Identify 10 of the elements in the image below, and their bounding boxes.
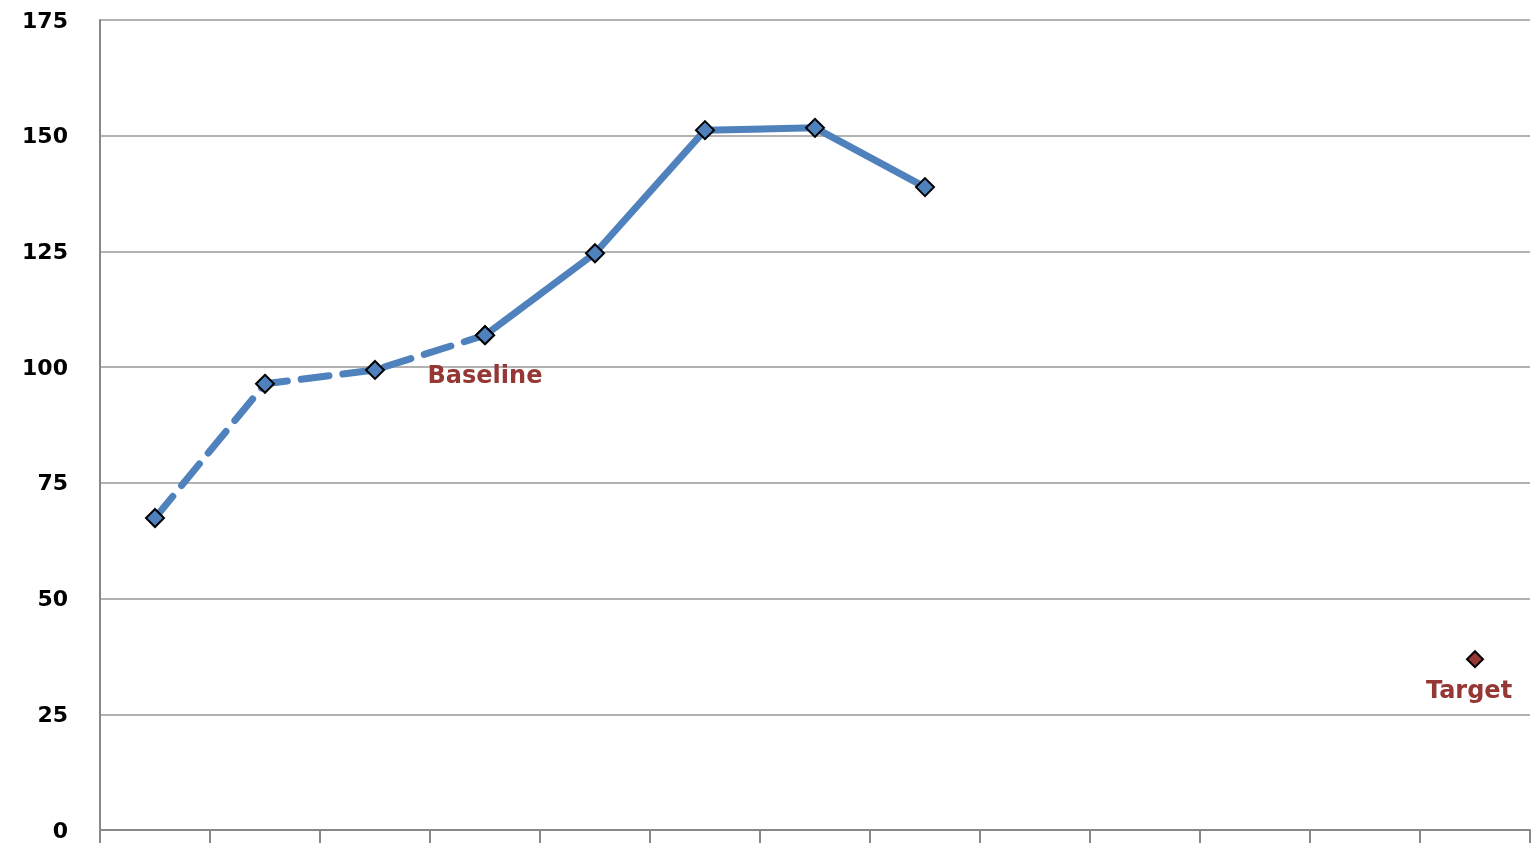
series-label: Target [1425,676,1513,705]
y-tick-label: 50 [37,586,68,612]
y-tick-label: 75 [37,470,68,496]
y-tick-label: 0 [52,817,68,843]
series-label: Baseline [427,361,543,390]
y-tick-label: 150 [22,123,68,149]
y-tick-label: 100 [22,354,68,380]
y-tick-label: 25 [37,701,68,727]
y-tick-label: 125 [22,238,68,264]
y-tick-label: 175 [22,7,68,33]
